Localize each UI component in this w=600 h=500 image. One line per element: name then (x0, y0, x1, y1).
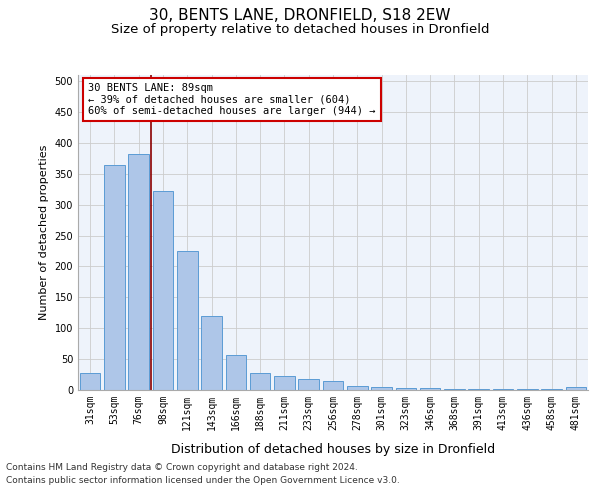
Bar (323, 382, 343, 390)
Bar (274, 376, 295, 390)
Text: Size of property relative to detached houses in Dronfield: Size of property relative to detached ho… (111, 22, 489, 36)
Text: 30 BENTS LANE: 89sqm
← 39% of detached houses are smaller (604)
60% of semi-deta: 30 BENTS LANE: 89sqm ← 39% of detached h… (88, 83, 376, 116)
Bar (347, 386, 368, 390)
Bar (201, 316, 222, 390)
Bar (80, 372, 100, 390)
Bar (298, 379, 319, 390)
Text: Distribution of detached houses by size in Dronfield: Distribution of detached houses by size … (171, 442, 495, 456)
Bar (395, 388, 416, 390)
Bar (371, 387, 392, 390)
Bar (152, 190, 173, 390)
Text: Contains HM Land Registry data © Crown copyright and database right 2024.: Contains HM Land Registry data © Crown c… (6, 464, 358, 472)
Bar (128, 154, 149, 390)
Bar (104, 164, 125, 390)
Bar (420, 388, 440, 390)
Bar (566, 387, 586, 390)
Y-axis label: Number of detached properties: Number of detached properties (39, 145, 49, 320)
Bar (250, 372, 271, 390)
Bar (177, 251, 197, 390)
Text: 30, BENTS LANE, DRONFIELD, S18 2EW: 30, BENTS LANE, DRONFIELD, S18 2EW (149, 8, 451, 22)
Text: Contains public sector information licensed under the Open Government Licence v3: Contains public sector information licen… (6, 476, 400, 485)
Bar (226, 355, 246, 390)
